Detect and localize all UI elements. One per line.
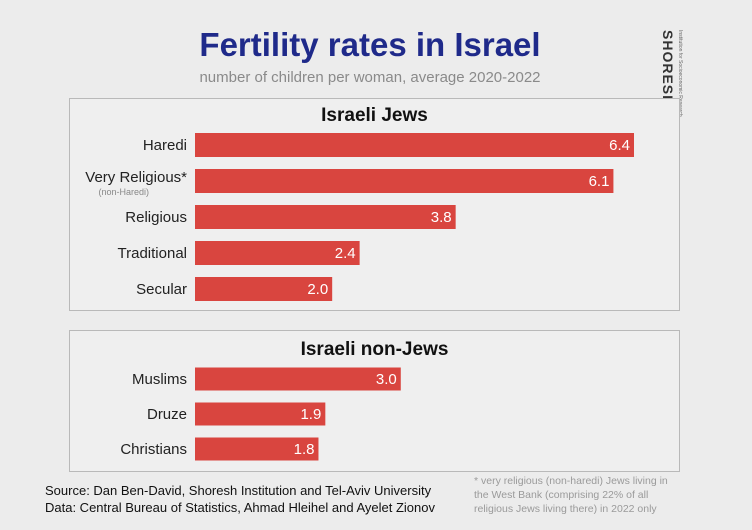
category-label-0-2: Religious <box>125 209 187 226</box>
bar-0-4 <box>195 277 333 301</box>
chart-title: Fertility rates in Israel <box>199 26 541 63</box>
panel-israeli-non-jews: Israeli non-Jews 3.0 Muslims 1.9 Druze 1.8 Ch… <box>69 330 680 472</box>
value-label-0-2: 3.8 <box>431 209 452 226</box>
bar-1-1 <box>195 402 326 426</box>
source-credits: Source: Dan Ben-David, Shoresh Instituti… <box>45 482 435 516</box>
panel-title-jews: Israeli Jews <box>321 105 428 126</box>
footnote-line-1: * very religious (non-haredi) Jews livin… <box>474 475 668 487</box>
value-label-0-1: 6.1 <box>589 173 610 190</box>
panel-title-non-jews: Israeli non-Jews <box>300 339 449 360</box>
bar-1-0 <box>195 367 401 391</box>
value-label-0-4: 2.0 <box>307 281 328 298</box>
value-label-0-3: 2.4 <box>335 245 356 262</box>
category-label-0-0: Haredi <box>143 137 187 154</box>
bar-0-2 <box>195 205 456 229</box>
logo-tagline: Institution for Socioeconomic Research <box>677 30 683 117</box>
footnote-line-2: the West Bank (comprising 22% of all <box>474 489 649 501</box>
category-label-1-1: Druze <box>147 406 187 423</box>
panel-israeli-jews: Israeli Jews 6.4 Haredi 6.1 Very Religious*… <box>69 98 680 311</box>
bar-0-1 <box>195 169 614 193</box>
category-note-0-1: (non-Haredi) <box>98 187 149 197</box>
footnote-line-3: religious Jews living there) in 2022 onl… <box>474 503 657 515</box>
value-label-1-1: 1.9 <box>300 406 321 423</box>
shoresh-logo: SHORESH Institution for Socioeconomic Re… <box>660 30 690 122</box>
category-label-0-1: Very Religious* <box>85 169 187 186</box>
bar-0-3 <box>195 241 360 265</box>
bar-chart-jews: 6.4 Haredi 6.1 Very Religious*(non-Haredi) 3… <box>85 133 634 301</box>
bar-chart-non-jews: 3.0 Muslims 1.9 Druze 1.8 Christians <box>120 367 401 461</box>
value-label-0-0: 6.4 <box>609 137 630 154</box>
footnote: * very religious (non-haredi) Jews livin… <box>474 474 684 516</box>
category-label-1-0: Muslims <box>132 371 187 388</box>
chart-subtitle: number of children per woman, average 20… <box>199 69 541 86</box>
category-label-0-4: Secular <box>136 281 187 298</box>
data-line: Data: Central Bureau of Statistics, Ahma… <box>45 500 435 515</box>
value-label-1-0: 3.0 <box>376 371 397 388</box>
category-label-1-2: Christians <box>120 441 187 458</box>
value-label-1-2: 1.8 <box>294 441 315 458</box>
bar-0-0 <box>195 133 634 157</box>
source-line: Source: Dan Ben-David, Shoresh Instituti… <box>45 483 432 498</box>
category-label-0-3: Traditional <box>118 245 187 262</box>
bar-1-2 <box>195 437 319 461</box>
logo-name: SHORESH <box>660 30 676 107</box>
